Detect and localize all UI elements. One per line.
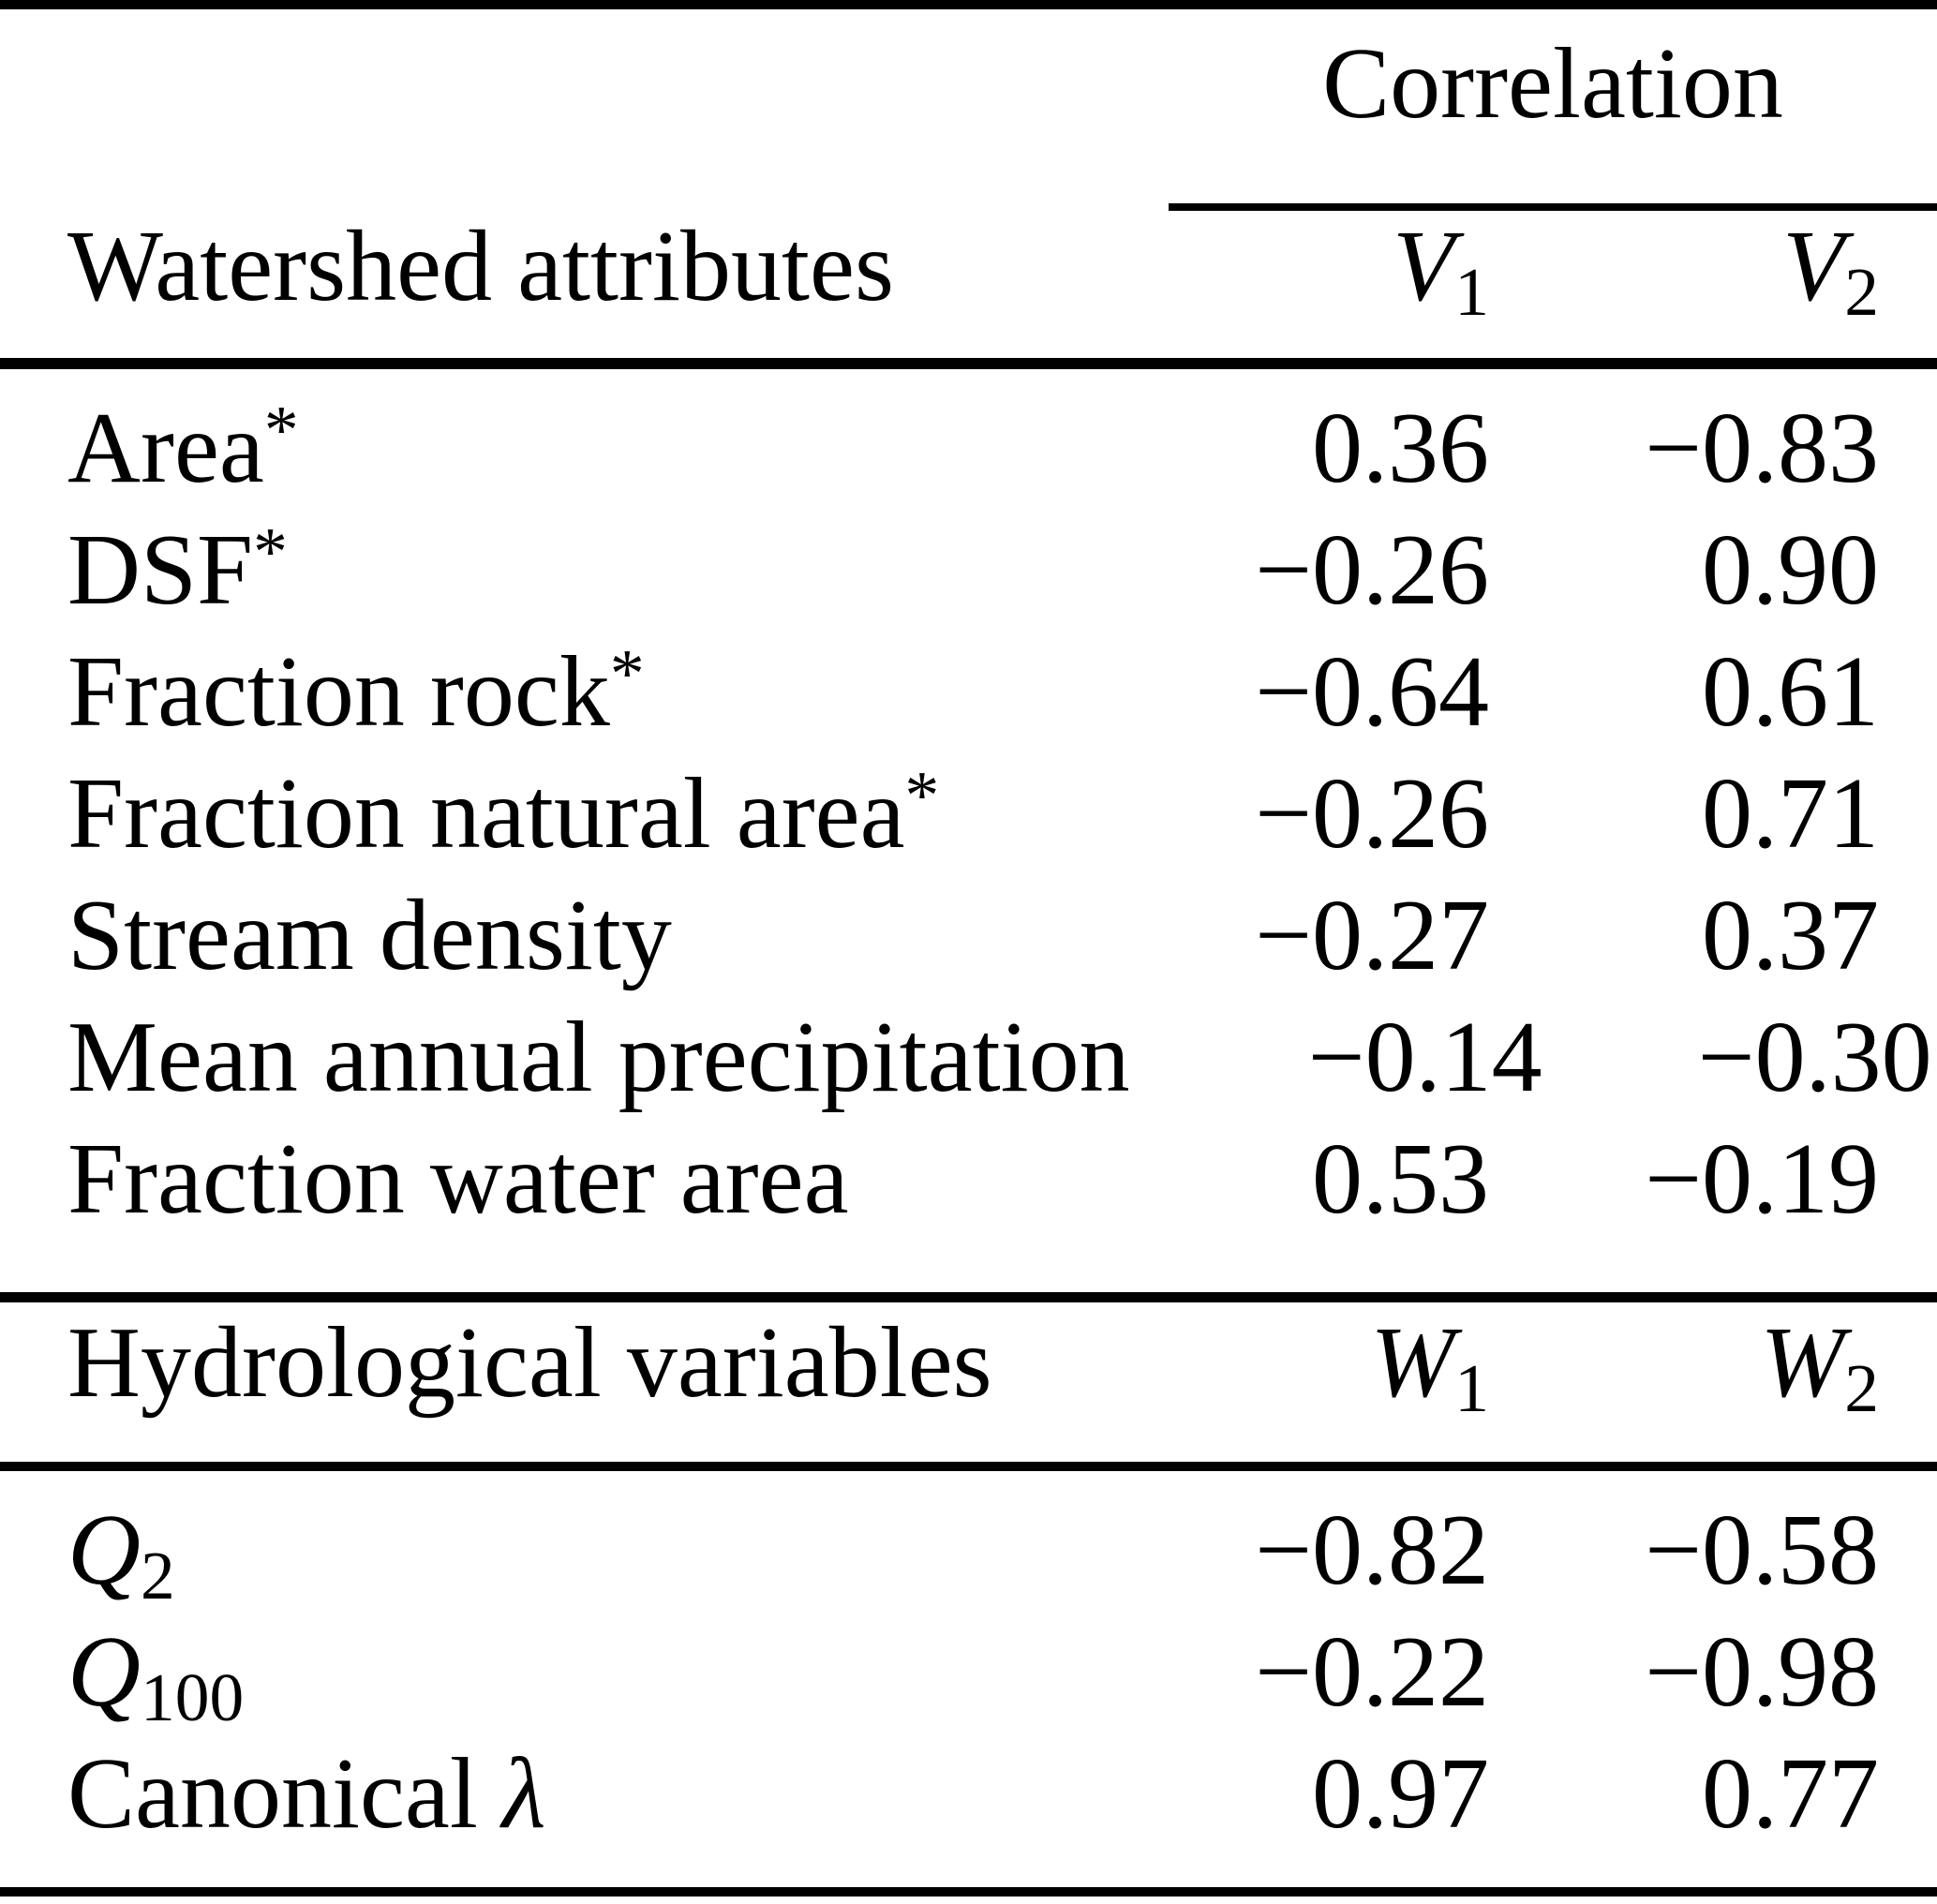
w2-value: 0.77 [1702, 1738, 1879, 1850]
row-label: Q100 [67, 1616, 245, 1736]
correlation-underline [1169, 203, 1937, 211]
section1-header: Watershed attributes [67, 211, 894, 322]
correlation-header-group: Correlation [1169, 9, 1937, 211]
row-label: Fraction rock* [67, 635, 645, 748]
section1-header-row: Watershed attributes V1 V2 [0, 211, 1937, 358]
v2-value: 0.37 [1702, 880, 1879, 991]
row-label: Canonical λ [67, 1738, 546, 1850]
v1-value: −0.64 [1255, 636, 1489, 748]
significance-star: * [904, 757, 940, 834]
col-header-v1: V1 [1393, 211, 1489, 331]
w1-value: −0.82 [1255, 1495, 1489, 1606]
w1-value: −0.22 [1255, 1616, 1489, 1728]
section2-header: Hydrological variables [67, 1307, 992, 1419]
v1-value: −0.27 [1255, 880, 1489, 991]
table-row: Q2 −0.82 −0.58 [0, 1490, 1937, 1612]
table-rule-top [0, 0, 1937, 9]
correlation-label: Correlation [1322, 28, 1783, 140]
table-row: Canonical λ 0.97 0.77 [0, 1733, 1937, 1855]
watershed-rows: Area* 0.36 −0.83 DSF* −0.26 0.90 Fractio… [0, 369, 1937, 1241]
table-row: Mean annual precipitation −0.14 −0.30 [0, 997, 1937, 1119]
table-row: Fraction water area 0.53 −0.19 [0, 1119, 1937, 1241]
hydrological-rows: Q2 −0.82 −0.58 Q100 −0.22 −0.98 Canonica… [0, 1471, 1937, 1855]
section-gap [0, 1241, 1937, 1292]
lambda-symbol: λ [501, 1738, 546, 1850]
table-row: Fraction natural area* −0.26 0.71 [0, 753, 1937, 875]
row-label: Mean annual precipitation [67, 1002, 1130, 1113]
v2-value: −0.30 [1697, 1002, 1932, 1113]
col-header-v2: V2 [1782, 211, 1879, 331]
section2-header-row: Hydrological variables W1 W2 [0, 1302, 1937, 1462]
v2-value: −0.83 [1645, 393, 1879, 504]
v2-value: 0.90 [1702, 514, 1879, 626]
v1-value: 0.53 [1312, 1123, 1489, 1235]
table-row: Fraction rock* −0.64 0.61 [0, 632, 1937, 753]
row-label: Fraction natural area* [67, 757, 940, 870]
table-row: Area* 0.36 −0.83 [0, 388, 1937, 510]
v2-value: 0.71 [1702, 758, 1879, 870]
table-row: Stream density −0.27 0.37 [0, 875, 1937, 997]
significance-star: * [609, 635, 645, 712]
table-rule-bottom [0, 1887, 1937, 1897]
significance-star: * [253, 513, 288, 590]
v2-value: 0.61 [1702, 636, 1879, 748]
v1-value: −0.14 [1307, 1002, 1542, 1113]
v2-value: −0.19 [1645, 1123, 1879, 1235]
table-rule-subheader [0, 1462, 1937, 1471]
bottom-gap [0, 1855, 1937, 1887]
row-label: Fraction water area [67, 1123, 849, 1235]
v1-value: −0.26 [1255, 514, 1489, 626]
row-label: Q2 [67, 1495, 175, 1614]
w1-value: 0.97 [1312, 1738, 1489, 1850]
col-header-w2: W2 [1760, 1307, 1879, 1427]
table-row: Q100 −0.22 −0.98 [0, 1612, 1937, 1733]
w2-value: −0.58 [1645, 1495, 1879, 1606]
col-header-w1: W1 [1370, 1307, 1489, 1427]
row-label: Stream density [67, 880, 672, 991]
significance-star: * [263, 392, 299, 469]
row-label: DSF* [67, 513, 288, 626]
table-row: DSF* −0.26 0.90 [0, 510, 1937, 632]
w2-value: −0.98 [1645, 1616, 1879, 1728]
row-label: Area* [67, 392, 299, 504]
v1-value: 0.36 [1312, 393, 1489, 504]
table-rule-header [0, 358, 1937, 369]
table-rule-mid [0, 1292, 1937, 1302]
v1-value: −0.26 [1255, 758, 1489, 870]
